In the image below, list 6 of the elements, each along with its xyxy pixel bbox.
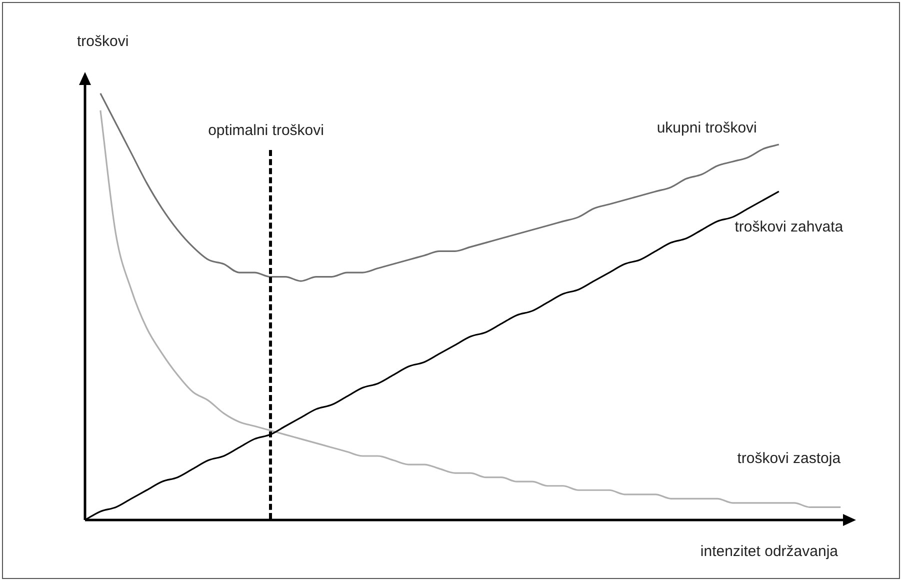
annotation: optimalni troškovi <box>208 122 324 139</box>
x-axis-title: intenzitet održavanja <box>700 543 839 560</box>
series-label: ukupni troškovi <box>656 120 757 137</box>
text: troškovi zastoja <box>737 450 842 468</box>
y-axis-title: troškovi <box>77 33 129 50</box>
series-label: troškovi zahvata <box>734 218 844 236</box>
